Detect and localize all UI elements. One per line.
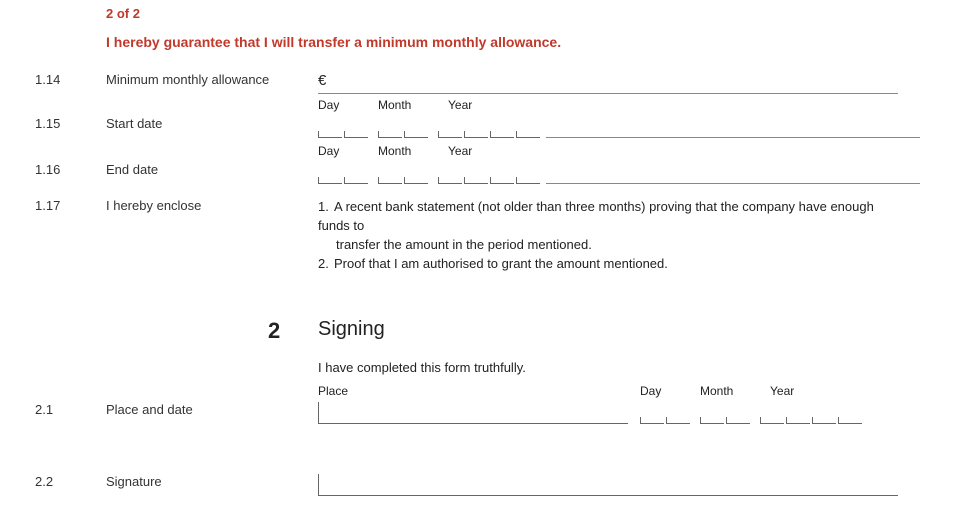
label-month: Month xyxy=(378,98,448,112)
section-2-title: Signing xyxy=(318,318,385,341)
start-date-input[interactable] xyxy=(318,116,920,138)
section-2-number: 2 xyxy=(268,318,280,344)
row-number-115: 1.15 xyxy=(35,116,60,131)
row-label-signature: Signature xyxy=(106,474,306,489)
row-label-start-date: Start date xyxy=(106,116,306,131)
label-year: Year xyxy=(448,98,518,112)
signing-date-input[interactable] xyxy=(640,402,864,424)
label-month: Month xyxy=(700,384,770,398)
truthful-statement: I have completed this form truthfully. xyxy=(318,360,526,375)
page-number: 2 of 2 xyxy=(106,6,140,21)
signature-field[interactable] xyxy=(318,474,898,496)
label-day: Day xyxy=(318,98,378,112)
label-year: Year xyxy=(448,144,518,158)
allowance-amount-field[interactable]: € xyxy=(318,72,898,94)
row-number-21: 2.1 xyxy=(35,402,53,417)
label-place: Place xyxy=(318,384,348,398)
row-number-22: 2.2 xyxy=(35,474,53,489)
row-label-min-allowance: Minimum monthly allowance xyxy=(106,72,306,87)
row-number-117: 1.17 xyxy=(35,198,60,213)
row-label-enclose: I hereby enclose xyxy=(106,198,306,213)
row-label-place-date: Place and date xyxy=(106,402,306,417)
place-input[interactable] xyxy=(318,402,628,424)
label-day: Day xyxy=(318,144,378,158)
enclose-text: 1.A recent bank statement (not older tha… xyxy=(318,198,878,273)
label-day: Day xyxy=(640,384,700,398)
end-date-input[interactable] xyxy=(318,162,920,184)
euro-sign: € xyxy=(318,72,326,89)
label-month: Month xyxy=(378,144,448,158)
guarantee-statement: I hereby guarantee that I will transfer … xyxy=(106,34,561,50)
row-number-114: 1.14 xyxy=(35,72,60,87)
row-number-116: 1.16 xyxy=(35,162,60,177)
label-year: Year xyxy=(770,384,840,398)
row-label-end-date: End date xyxy=(106,162,306,177)
